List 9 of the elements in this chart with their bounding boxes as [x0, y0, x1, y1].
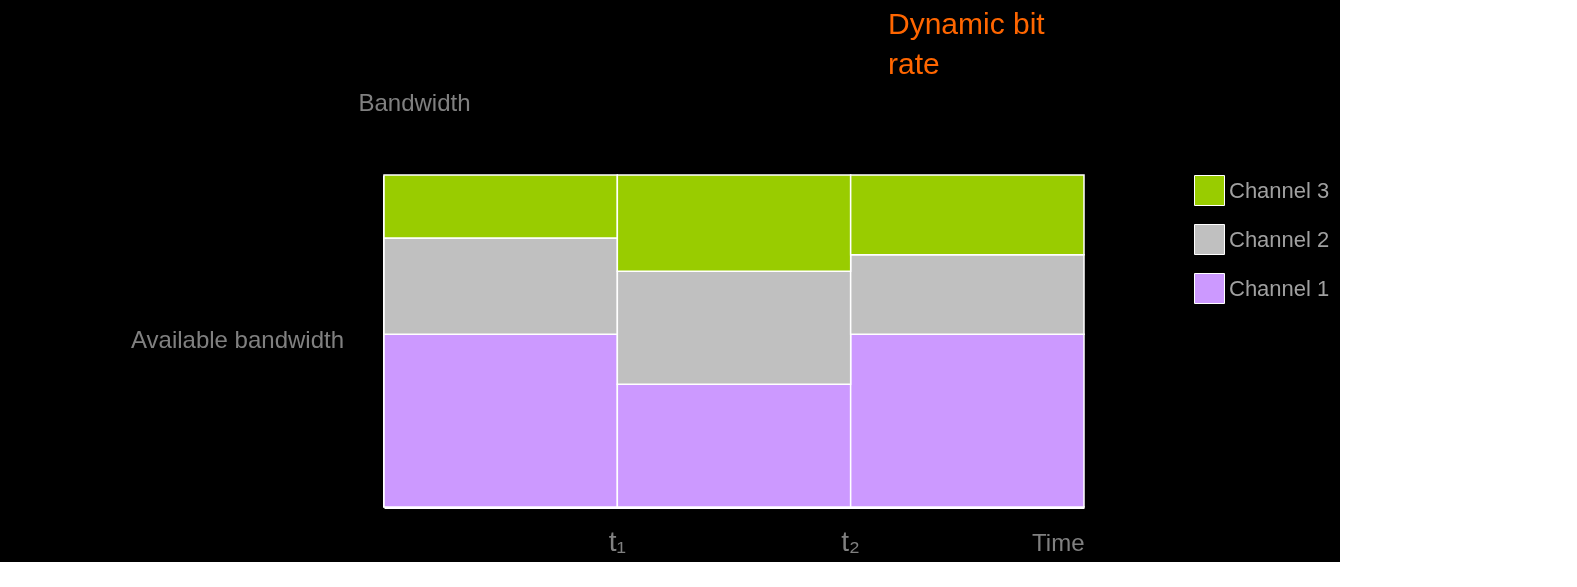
y-axis-title: Bandwidth: [358, 88, 471, 116]
legend-label: Channel 1: [1229, 275, 1330, 301]
x-axis-title: Time: [1032, 528, 1085, 556]
text: Dynamic bit rate: [888, 7, 1046, 80]
text: t₂: [841, 526, 860, 557]
legend-label: Channel 2: [1229, 226, 1330, 252]
text: t₁: [608, 526, 626, 557]
text: Available bandwidth: [130, 326, 344, 353]
legend-label: Channel 3: [1229, 177, 1330, 203]
